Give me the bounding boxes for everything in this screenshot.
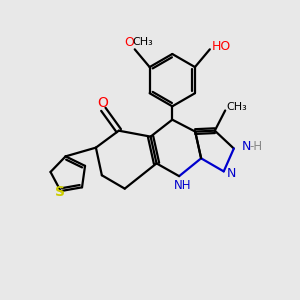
Text: NH: NH: [174, 179, 191, 192]
Text: CH₃: CH₃: [133, 37, 153, 47]
Text: HO: HO: [212, 40, 231, 53]
Text: -H: -H: [249, 140, 262, 153]
Text: N: N: [242, 140, 251, 153]
Text: S: S: [55, 185, 65, 199]
Text: N: N: [226, 167, 236, 180]
Text: O: O: [97, 96, 108, 110]
Text: CH₃: CH₃: [226, 102, 247, 112]
Text: O: O: [124, 36, 134, 49]
